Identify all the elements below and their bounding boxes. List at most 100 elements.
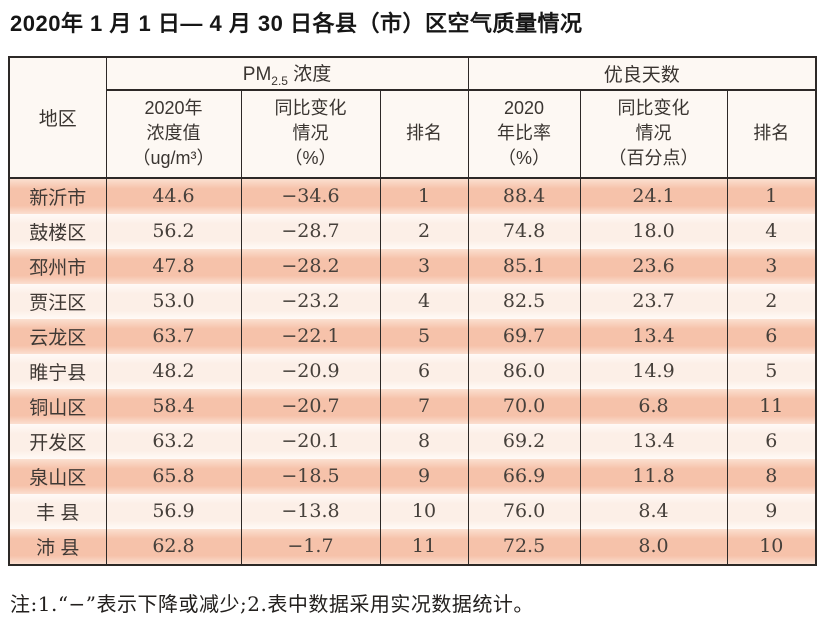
cell-pm25-rank: 6: [379, 353, 469, 389]
cell-pm25-value: 58.4: [105, 388, 242, 424]
cell-good-rate: 69.2: [467, 423, 581, 459]
cell-pm25-rank: 3: [379, 248, 469, 284]
cell-good-rank: 6: [726, 423, 817, 459]
table-body: 新沂市 44.6 −34.6 1 88.4 24.1 1 鼓楼区 56.2 −28.7 2 74.8 1…: [8, 177, 817, 565]
pm25-subscript: 2.5: [271, 73, 288, 88]
cell-pm25-rank: 8: [379, 423, 469, 459]
cell-region: 沛 县: [8, 528, 107, 565]
cell-pm25-change: −18.5: [240, 458, 381, 494]
cell-good-rate: 66.9: [467, 458, 581, 494]
cell-good-rank: 4: [726, 213, 817, 249]
cell-pm25-rank: 10: [379, 493, 469, 529]
cell-good-rate: 76.0: [467, 493, 581, 529]
cell-pm25-rank: 9: [379, 458, 469, 494]
cell-good-change: 8.0: [579, 528, 728, 565]
cell-pm25-value: 63.7: [105, 318, 242, 354]
cell-pm25-change: −22.1: [240, 318, 381, 354]
cell-pm25-rank: 1: [379, 177, 469, 214]
table-row: 鼓楼区 56.2 −28.7 2 74.8 18.0 4: [8, 213, 817, 249]
table-row: 云龙区 63.7 −22.1 5 69.7 13.4 6: [8, 318, 817, 354]
cell-pm25-change: −1.7: [240, 528, 381, 565]
table-row: 铜山区 58.4 −20.7 7 70.0 6.8 11: [8, 388, 817, 424]
footnote: 注:1.“−”表示下降或减少;2.表中数据采用实况数据统计。: [10, 591, 534, 616]
cell-region: 开发区: [8, 423, 107, 459]
cell-good-rate: 82.5: [467, 283, 581, 319]
cell-pm25-value: 56.2: [105, 213, 242, 249]
header-good-rank: 排名: [726, 89, 817, 179]
page-title: 2020年 1 月 1 日— 4 月 30 日各县（市）区空气质量情况: [10, 11, 583, 36]
cell-pm25-value: 47.8: [105, 248, 242, 284]
cell-good-rank: 2: [726, 283, 817, 319]
cell-pm25-change: −23.2: [240, 283, 381, 319]
cell-good-change: 24.1: [579, 177, 728, 214]
cell-pm25-rank: 4: [379, 283, 469, 319]
cell-pm25-rank: 11: [379, 528, 469, 565]
cell-good-change: 13.4: [579, 318, 728, 354]
cell-pm25-rank: 7: [379, 388, 469, 424]
cell-good-change: 18.0: [579, 213, 728, 249]
cell-pm25-rank: 5: [379, 318, 469, 354]
cell-good-rank: 6: [726, 318, 817, 354]
cell-pm25-value: 63.2: [105, 423, 242, 459]
cell-region: 泉山区: [8, 458, 107, 494]
header-pm25-group: PM2.5 浓度: [105, 56, 469, 91]
cell-pm25-value: 56.9: [105, 493, 242, 529]
cell-good-change: 23.7: [579, 283, 728, 319]
header-good-rate: 2020 年比率 （%）: [467, 89, 581, 179]
cell-good-rank: 8: [726, 458, 817, 494]
cell-region: 丰 县: [8, 493, 107, 529]
table-row: 邳州市 47.8 −28.2 3 85.1 23.6 3: [8, 248, 817, 284]
cell-region: 铜山区: [8, 388, 107, 424]
cell-good-rank: 9: [726, 493, 817, 529]
cell-pm25-change: −20.1: [240, 423, 381, 459]
cell-pm25-change: −20.9: [240, 353, 381, 389]
cell-pm25-value: 65.8: [105, 458, 242, 494]
table-row: 开发区 63.2 −20.1 8 69.2 13.4 6: [8, 423, 817, 459]
table-row: 沛 县 62.8 −1.7 11 72.5 8.0 10: [8, 528, 817, 565]
cell-region: 睢宁县: [8, 353, 107, 389]
cell-good-rate: 74.8: [467, 213, 581, 249]
cell-good-change: 11.8: [579, 458, 728, 494]
cell-region: 云龙区: [8, 318, 107, 354]
pm25-label-prefix: PM: [242, 63, 272, 85]
cell-region: 邳州市: [8, 248, 107, 284]
header-region: 地区: [8, 56, 107, 179]
header-pm25-change: 同比变化 情况 （%）: [240, 89, 381, 179]
cell-good-rank: 11: [726, 388, 817, 424]
header-group-row: 地区 PM2.5 浓度 优良天数: [8, 56, 817, 179]
cell-good-change: 14.9: [579, 353, 728, 389]
cell-pm25-value: 44.6: [105, 177, 242, 214]
cell-pm25-value: 53.0: [105, 283, 242, 319]
cell-pm25-change: −28.2: [240, 248, 381, 284]
cell-pm25-rank: 2: [379, 213, 469, 249]
cell-good-change: 23.6: [579, 248, 728, 284]
cell-good-rank: 1: [726, 177, 817, 214]
table-row: 贾汪区 53.0 −23.2 4 82.5 23.7 2: [8, 283, 817, 319]
table-row: 睢宁县 48.2 −20.9 6 86.0 14.9 5: [8, 353, 817, 389]
header-good-days-group: 优良天数: [467, 56, 817, 91]
table-row: 新沂市 44.6 −34.6 1 88.4 24.1 1: [8, 177, 817, 214]
header-pm25-value: 2020年 浓度值 （ug/m³）: [105, 89, 242, 179]
cell-good-rate: 69.7: [467, 318, 581, 354]
cell-good-change: 6.8: [579, 388, 728, 424]
cell-pm25-change: −34.6: [240, 177, 381, 214]
cell-pm25-change: −28.7: [240, 213, 381, 249]
cell-region: 贾汪区: [8, 283, 107, 319]
pm25-label-suffix: 浓度: [287, 63, 332, 85]
cell-good-rank: 5: [726, 353, 817, 389]
cell-good-change: 13.4: [579, 423, 728, 459]
cell-good-change: 8.4: [579, 493, 728, 529]
cell-good-rate: 88.4: [467, 177, 581, 214]
table-header: 地区 PM2.5 浓度 优良天数 2020年 浓度值 （ug/m³） 同比变化 …: [8, 56, 817, 179]
cell-good-rank: 3: [726, 248, 817, 284]
cell-pm25-change: −20.7: [240, 388, 381, 424]
cell-pm25-value: 48.2: [105, 353, 242, 389]
cell-good-rate: 86.0: [467, 353, 581, 389]
table-row: 泉山区 65.8 −18.5 9 66.9 11.8 8: [8, 458, 817, 494]
cell-region: 新沂市: [8, 177, 107, 214]
air-quality-table: 地区 PM2.5 浓度 优良天数 2020年 浓度值 （ug/m³） 同比变化 …: [8, 55, 818, 566]
cell-good-rank: 10: [726, 528, 817, 565]
cell-region: 鼓楼区: [8, 213, 107, 249]
table-row: 丰 县 56.9 −13.8 10 76.0 8.4 9: [8, 493, 817, 529]
